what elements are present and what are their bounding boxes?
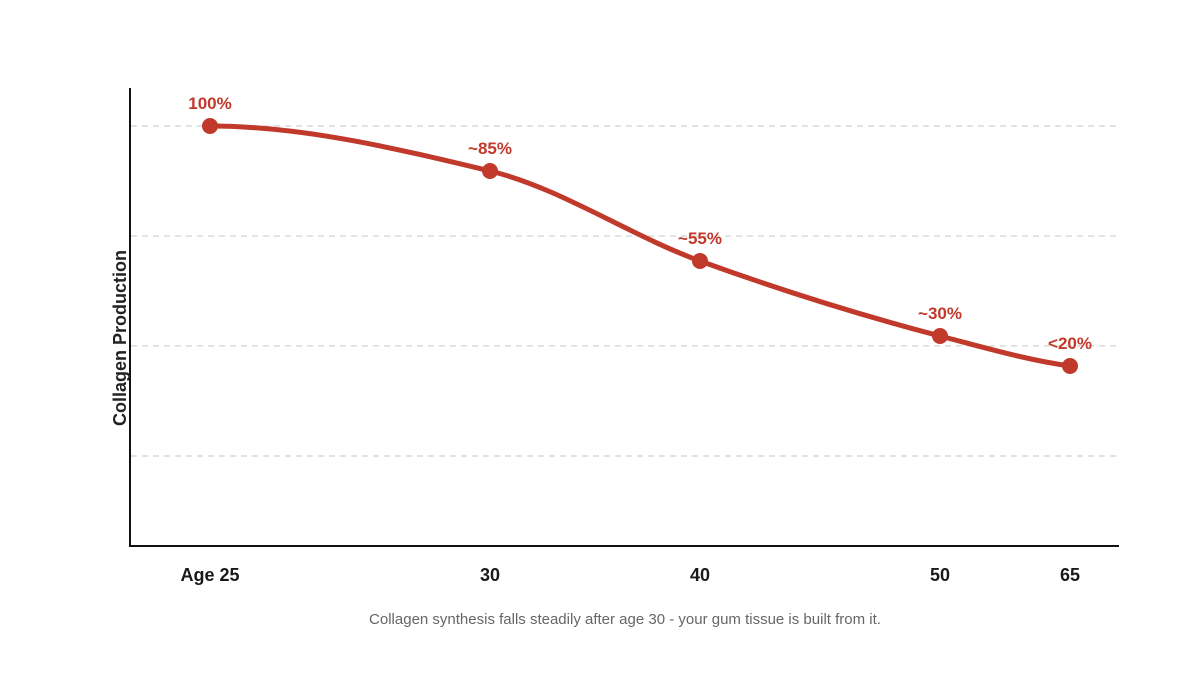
data-point — [692, 253, 708, 269]
x-tick-label: 65 — [1060, 565, 1080, 585]
data-point — [932, 328, 948, 344]
data-points — [202, 118, 1078, 374]
chart-caption: Collagen synthesis falls steadily after … — [369, 611, 881, 628]
x-tick-label: 30 — [480, 565, 500, 585]
grid-lines — [131, 125, 1118, 457]
x-tick-label: 40 — [690, 565, 710, 585]
data-label: ~85% — [468, 139, 512, 158]
x-tick-label: 50 — [930, 565, 950, 585]
data-label: ~30% — [918, 304, 962, 323]
x-tick-label: Age 25 — [180, 565, 239, 585]
data-label: <20% — [1048, 334, 1092, 353]
data-point — [1062, 358, 1078, 374]
data-label: 100% — [188, 94, 231, 113]
data-labels: 100% ~85% ~55% ~30% <20% — [188, 94, 1092, 353]
series-line — [207, 123, 1073, 369]
data-point — [482, 163, 498, 179]
y-axis-label: Collagen Production — [110, 250, 130, 426]
x-tick-labels: Age 25 30 40 50 65 — [180, 565, 1080, 585]
data-point — [202, 118, 218, 134]
data-label: ~55% — [678, 229, 722, 248]
